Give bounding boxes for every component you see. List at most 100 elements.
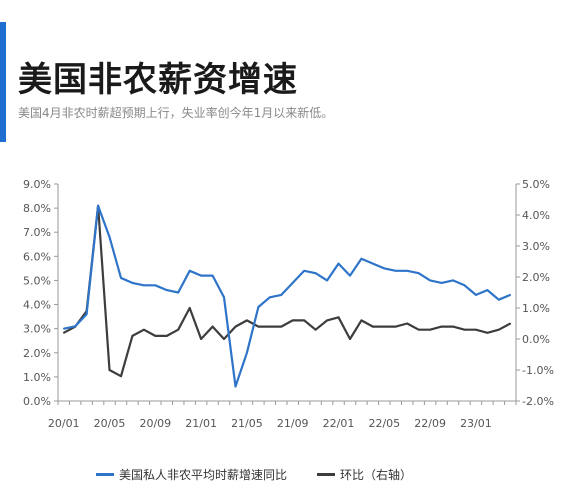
x-tick-label: 20/01 [48,417,80,430]
data-point-yoy [200,274,202,277]
data-point-yoy [280,294,283,296]
accent-bar [0,22,6,142]
legend-item-mom: 环比（右轴） [317,466,412,483]
page-subtitle: 美国4月非农时薪超预期上行，失业率创今年1月以来新低。 [18,106,334,120]
data-point-yoy [257,306,260,308]
y-left-tick-label: 1.0% [23,371,51,384]
data-point-mom [131,335,134,337]
data-point-mom [234,325,237,328]
x-tick-label: 21/01 [185,417,217,430]
data-point-mom [269,325,271,328]
data-point-yoy [269,296,271,299]
data-point-mom [463,328,466,331]
y-right-tick-label: 1.0% [522,302,550,315]
data-point-mom [246,319,248,322]
data-point-mom [337,316,340,319]
data-point-mom [143,328,145,331]
y-left-tick-label: 9.0% [23,178,51,191]
data-point-yoy [303,270,305,272]
data-point-mom [120,375,122,378]
y-left-tick-label: 7.0% [23,226,51,239]
data-point-yoy [326,279,328,282]
series-line-yoy [63,204,511,388]
y-left-tick-label: 4.0% [23,299,51,312]
data-point-yoy [509,294,512,296]
data-point-yoy [429,279,431,282]
data-point-mom [200,338,202,340]
data-point-yoy [188,270,191,272]
y-left-tick-label: 8.0% [23,202,51,215]
data-point-yoy [394,270,397,272]
legend-label-yoy: 美国私人非农平均时薪增速同比 [119,468,288,482]
data-point-yoy [475,294,477,296]
data-point-yoy [234,385,237,388]
x-tick-label: 23/01 [460,417,492,430]
y-left-tick-label: 5.0% [23,274,51,287]
legend-label-mom: 环比（右轴） [340,468,413,482]
data-point-mom [349,338,351,340]
data-point-yoy [498,298,500,301]
data-point-mom [360,319,363,322]
data-point-yoy [463,284,466,287]
data-point-mom [154,335,157,337]
y-left-tick-label: 6.0% [23,250,51,263]
data-point-yoy [349,274,351,277]
data-point-mom [314,328,317,331]
data-point-yoy [440,282,443,284]
y-left-tick-label: 3.0% [23,323,51,336]
data-point-mom [429,328,431,331]
data-point-mom [62,332,65,334]
data-point-mom [417,328,420,331]
y-right-tick-label: 2.0% [522,271,550,284]
data-point-mom [177,328,180,331]
data-point-mom [188,307,191,309]
data-point-mom [223,338,225,340]
x-tick-label: 22/01 [323,417,355,430]
y-right-tick-label: 3.0% [522,240,550,253]
y-right-tick-label: 0.0% [522,333,550,346]
data-point-yoy [337,262,340,265]
data-point-mom [291,319,294,322]
x-tick-label: 20/09 [139,417,171,430]
y-right-tick-label: 5.0% [522,178,550,191]
data-point-mom [475,328,477,331]
data-point-yoy [417,272,420,275]
data-point-yoy [486,289,489,291]
data-point-mom [394,325,397,328]
data-point-mom [498,328,500,331]
data-point-yoy [314,272,317,275]
legend-item-yoy: 美国私人非农平均时薪增速同比 [96,466,287,483]
page-title: 美国非农薪资增速 [18,60,298,100]
data-point-mom [406,322,409,325]
x-tick-label: 20/05 [94,417,126,430]
data-point-yoy [211,274,214,277]
data-point-mom [303,319,305,322]
data-point-yoy [97,204,99,207]
y-right-tick-label: -1.0% [522,364,554,377]
data-point-yoy [131,282,134,284]
data-point-yoy [143,284,145,287]
data-point-mom [108,369,111,371]
data-point-yoy [246,351,248,354]
data-point-mom [211,325,214,328]
series-line-mom [63,204,511,378]
data-point-yoy [372,262,374,265]
x-tick-label: 22/09 [414,417,446,430]
data-point-yoy [62,327,65,330]
y-right-tick-label: 4.0% [522,209,550,222]
x-tick-label: 21/09 [277,417,309,430]
data-point-mom [257,325,260,328]
data-point-yoy [223,296,225,299]
y-right-tick-label: -2.0% [522,395,554,408]
chart-legend: 美国私人非农平均时薪增速同比 环比（右轴） [96,466,412,483]
data-point-yoy [383,267,386,270]
legend-swatch-yoy [96,473,114,476]
y-left-tick-label: 0.0% [23,395,51,408]
x-tick-label: 21/05 [231,417,263,430]
data-point-yoy [452,279,454,282]
data-point-yoy [406,270,409,272]
data-point-mom [486,332,489,334]
data-point-yoy [154,284,157,287]
y-left-tick-label: 2.0% [23,347,51,360]
